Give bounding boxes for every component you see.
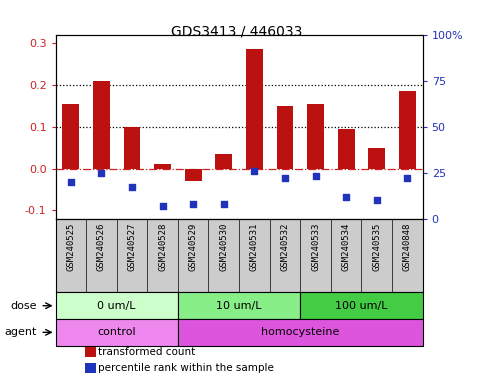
Text: 100 um/L: 100 um/L [335,301,388,311]
Text: agent: agent [5,327,37,337]
Text: GSM240531: GSM240531 [250,222,259,271]
Text: GSM240525: GSM240525 [66,222,75,271]
Point [98,170,105,176]
Bar [178,292,300,319]
Point [67,179,75,185]
Bar [307,104,324,169]
Point [281,175,289,181]
Point [189,201,197,207]
Text: transformed count: transformed count [98,348,195,358]
Bar [338,129,355,169]
Point [251,168,258,174]
Text: GSM240533: GSM240533 [311,222,320,271]
Point [159,203,167,209]
Bar [85,363,96,372]
Text: GSM240532: GSM240532 [281,222,289,271]
Point [403,175,411,181]
Point [312,173,319,179]
Bar [185,169,201,181]
Text: control: control [98,327,136,337]
Bar [93,81,110,169]
Text: GSM240530: GSM240530 [219,222,228,271]
Text: GDS3413 / 446033: GDS3413 / 446033 [171,25,302,39]
Bar [300,292,423,319]
Bar [154,164,171,169]
Text: GSM240848: GSM240848 [403,222,412,271]
Bar [85,348,96,357]
Bar [62,104,79,169]
Text: GSM240534: GSM240534 [341,222,351,271]
Point [342,194,350,200]
Text: 10 um/L: 10 um/L [216,301,262,311]
Text: dose: dose [11,301,37,311]
Text: GSM240526: GSM240526 [97,222,106,271]
Point [373,197,381,204]
Point [128,184,136,190]
Bar [56,319,178,346]
Bar [399,91,416,169]
Bar [369,147,385,169]
Bar [56,292,178,319]
Point [220,201,227,207]
Text: GSM240535: GSM240535 [372,222,381,271]
Text: GSM240529: GSM240529 [189,222,198,271]
Bar [246,49,263,169]
Bar [277,106,293,169]
Text: percentile rank within the sample: percentile rank within the sample [98,363,274,373]
Bar [178,319,423,346]
Text: 0 um/L: 0 um/L [98,301,136,311]
Text: GSM240528: GSM240528 [158,222,167,271]
Bar [215,154,232,169]
Text: GSM240527: GSM240527 [128,222,137,271]
Text: homocysteine: homocysteine [261,327,340,337]
Bar [124,127,141,169]
